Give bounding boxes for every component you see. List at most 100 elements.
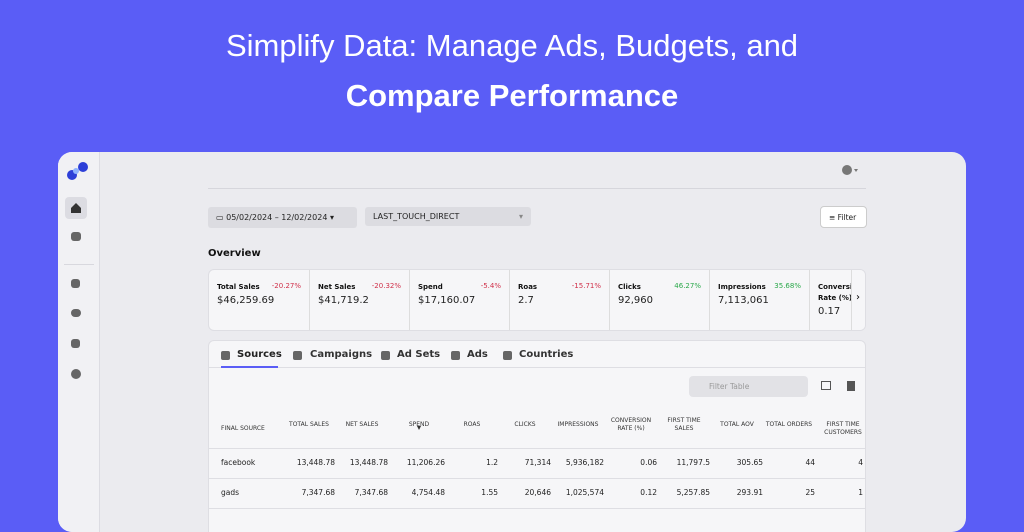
table-cell: 13,448.78 bbox=[349, 458, 388, 467]
metric-label: Conversion Rate (%) bbox=[818, 283, 863, 302]
metric-value: $17,160.07 bbox=[418, 295, 476, 306]
table-cell: 305.65 bbox=[736, 458, 763, 467]
metric-change: -20.32% bbox=[371, 282, 401, 290]
tab[interactable]: Sources bbox=[237, 349, 282, 360]
row-divider bbox=[209, 448, 865, 449]
table-cell: 4 bbox=[858, 458, 863, 467]
table-cell: 44 bbox=[805, 458, 815, 467]
metric-cell: Spend -5.4% $17,160.07 bbox=[409, 270, 509, 330]
columns-icon[interactable] bbox=[821, 381, 831, 390]
metric-value: 7,113,061 bbox=[718, 295, 769, 306]
table-cell: 25 bbox=[805, 488, 815, 497]
table-cell: gads bbox=[221, 488, 240, 497]
column-header: FIRST TIME CUSTOMERS bbox=[824, 421, 862, 436]
date-picker[interactable]: ▭ 05/02/2024 – 12/02/2024 ▾ bbox=[208, 207, 357, 228]
sidebar bbox=[58, 152, 100, 532]
nav-item[interactable] bbox=[71, 369, 81, 379]
tab-icon bbox=[503, 351, 512, 360]
nav-item[interactable] bbox=[71, 232, 81, 241]
table-cell: 71,314 bbox=[524, 458, 551, 467]
table-cell: facebook bbox=[221, 458, 256, 467]
metric-value: 92,960 bbox=[618, 295, 653, 306]
table-cell: 11,206.26 bbox=[406, 458, 445, 467]
metric-label: Net Sales bbox=[318, 283, 356, 291]
divider bbox=[208, 188, 866, 189]
table-cell: 1.2 bbox=[486, 458, 498, 467]
metric-label: Impressions bbox=[718, 283, 766, 291]
metric-value: 2.7 bbox=[518, 295, 534, 306]
page: Simplify Data: Manage Ads, Budgets, and … bbox=[58, 28, 966, 532]
row-divider bbox=[209, 478, 865, 479]
export-icon[interactable] bbox=[847, 381, 855, 391]
nav-item[interactable] bbox=[71, 279, 80, 288]
user-menu[interactable] bbox=[841, 164, 861, 176]
metric-cell: Roas -15.71% 2.7 bbox=[509, 270, 609, 330]
row-divider bbox=[209, 508, 865, 509]
nav-item[interactable] bbox=[71, 309, 81, 317]
column-header: NET SALES bbox=[345, 421, 379, 428]
metric-label: Total Sales bbox=[217, 283, 260, 291]
filter-button[interactable]: ≡ Filter bbox=[820, 206, 867, 228]
table-cell: 20,646 bbox=[524, 488, 551, 497]
tab[interactable]: Campaigns bbox=[310, 349, 373, 360]
table-cell: 7,347.68 bbox=[301, 488, 335, 497]
tab[interactable]: Ads bbox=[467, 349, 488, 360]
table-cell: 5,257.85 bbox=[676, 488, 710, 497]
column-header: CLICKS bbox=[514, 421, 536, 428]
metric-value: $46,259.69 bbox=[217, 295, 275, 306]
tab-icon bbox=[293, 351, 302, 360]
scroll-right[interactable]: › bbox=[851, 270, 865, 330]
tab[interactable]: Countries bbox=[519, 349, 574, 360]
table-cell: 293.91 bbox=[736, 488, 763, 497]
section-title: Overview bbox=[208, 248, 261, 259]
metric-cell: Conversion Rate (%) 0.17 bbox=[809, 270, 865, 330]
metric-cell: Clicks 46.27% 92,960 bbox=[609, 270, 709, 330]
tab-icon bbox=[451, 351, 460, 360]
metrics-card: Total Sales -20.27% $46,259.69 Net Sales -20… bbox=[208, 269, 866, 331]
column-header: FINAL SOURCE bbox=[221, 425, 265, 432]
metric-value: $41,719.2 bbox=[318, 295, 369, 306]
metric-cell: Net Sales -20.32% $41,719.2 bbox=[309, 270, 409, 330]
divider bbox=[209, 367, 865, 368]
divider bbox=[64, 264, 94, 265]
tab[interactable]: Ad Sets bbox=[397, 349, 441, 360]
nav-item[interactable] bbox=[71, 339, 80, 348]
table-cell: 0.06 bbox=[640, 458, 657, 467]
attribution-select[interactable]: LAST_TOUCH_DIRECT ▾ bbox=[365, 207, 531, 226]
metric-value: 0.17 bbox=[818, 306, 841, 317]
tab-icon bbox=[221, 351, 230, 360]
table-cell: 0.12 bbox=[640, 488, 657, 497]
table-cell: 7,347.68 bbox=[354, 488, 388, 497]
tab-underline bbox=[221, 366, 278, 368]
metric-cell: Impressions 35.68% 7,113,061 bbox=[709, 270, 809, 330]
attribution: LAST_TOUCH_DIRECT bbox=[373, 212, 460, 221]
metric-cell: Total Sales -20.27% $46,259.69 bbox=[209, 270, 309, 330]
table-cell: 5,936,182 bbox=[565, 458, 604, 467]
metric-change: -15.71% bbox=[571, 282, 601, 290]
metric-change: 46.27% bbox=[674, 282, 701, 290]
date-range: 05/02/2024 – 12/02/2024 bbox=[226, 213, 328, 222]
table-cell: 1.55 bbox=[481, 488, 498, 497]
column-header: TOTAL ORDERS bbox=[765, 421, 813, 428]
search-box[interactable]: Filter Table bbox=[689, 376, 808, 397]
hero-line: Compare Performance bbox=[345, 78, 679, 113]
table-cell: 11,797.5 bbox=[676, 458, 710, 467]
column-header: FIRST TIME SALES bbox=[667, 417, 701, 432]
column-header: IMPRESSIONS bbox=[557, 421, 599, 428]
table-cell: 1,025,574 bbox=[565, 488, 604, 497]
table-cell: 1 bbox=[858, 488, 863, 497]
sort-arrow bbox=[417, 426, 421, 430]
column-header: CONVERSION RATE (%) bbox=[610, 417, 652, 432]
column-header: TOTAL AOV bbox=[720, 421, 754, 428]
app-window: ▭ 05/02/2024 – 12/02/2024 ▾ LAST_TOUCH_D… bbox=[58, 152, 966, 532]
hero-line: Simplify Data: Manage Ads, Budgets, and bbox=[225, 28, 799, 63]
column-header: ROAS bbox=[463, 421, 481, 428]
column-header: TOTAL SALES bbox=[289, 421, 329, 428]
metric-change: -5.4% bbox=[480, 282, 501, 290]
metric-label: Roas bbox=[518, 283, 538, 291]
filter-label: Filter bbox=[837, 213, 857, 222]
metric-change: 35.68% bbox=[774, 282, 801, 290]
nav-home[interactable] bbox=[65, 197, 87, 219]
table-card: Filter Table Sources Campaigns Ad Sets Ads C… bbox=[208, 340, 866, 532]
column-header: SPEND bbox=[408, 421, 430, 428]
